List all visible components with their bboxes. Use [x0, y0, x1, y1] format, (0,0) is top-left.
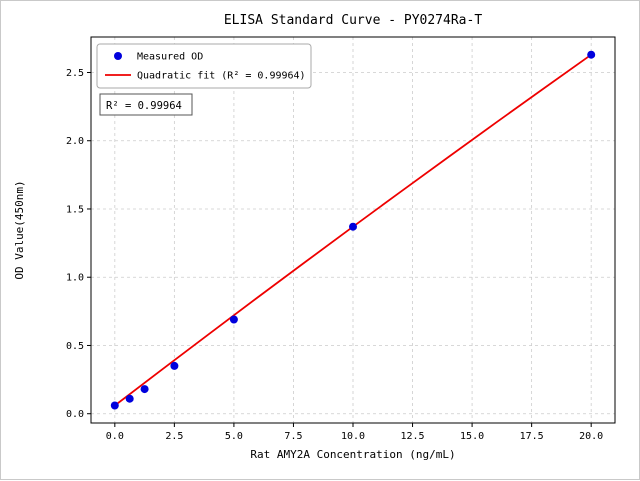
series-layer [110, 50, 596, 410]
legend-label-quadratic-fit: Quadratic fit (R² = 0.99964) [137, 71, 306, 82]
y-tick-label: 0.5 [66, 341, 84, 352]
data-point [349, 222, 357, 231]
data-point [110, 401, 119, 410]
x-tick-label: 10.0 [341, 431, 365, 442]
y-tick-label: 2.0 [66, 136, 84, 147]
x-tick-label: 2.5 [165, 431, 183, 442]
x-axis-label: Rat AMY2A Concentration (ng/mL) [250, 448, 455, 461]
data-point [140, 385, 149, 394]
x-tick-label: 20.0 [579, 431, 603, 442]
x-tick-label: 7.5 [284, 431, 302, 442]
legend-point-marker [114, 52, 122, 60]
legend-frame [96, 43, 312, 89]
y-tick-label: 2.5 [66, 68, 84, 79]
y-tick-label: 0.0 [66, 409, 84, 420]
data-point [229, 315, 238, 324]
annotation-box: R² = 0.99964 [99, 93, 193, 116]
chart-title: ELISA Standard Curve - PY0274Ra-T [224, 13, 482, 28]
data-point [587, 50, 596, 59]
y-axis-label: OD Value(450nm) [13, 180, 26, 279]
x-tick-label: 15.0 [460, 431, 484, 442]
x-tick-label: 0.0 [106, 431, 124, 442]
legend-label-measured-od: Measured OD [137, 52, 203, 63]
x-tick-label: 17.5 [520, 431, 544, 442]
annotation-frame [99, 93, 193, 116]
x-tick-label: 5.0 [225, 431, 243, 442]
y-tick-label: 1.5 [66, 204, 84, 215]
x-tick-label: 12.5 [400, 431, 424, 442]
data-point [170, 361, 179, 370]
data-point [125, 394, 134, 403]
y-tick-label: 1.0 [66, 273, 84, 284]
legend-layer: Measured OD Quadratic fit (R² = 0.99964) [96, 43, 312, 89]
r-squared-annotation: R² = 0.99964 [106, 100, 182, 112]
axes-layer: 0.0 2.5 5.0 7.5 10.0 12.5 15.0 17.5 20.0 0.0 0.5 1.… [66, 36, 616, 442]
